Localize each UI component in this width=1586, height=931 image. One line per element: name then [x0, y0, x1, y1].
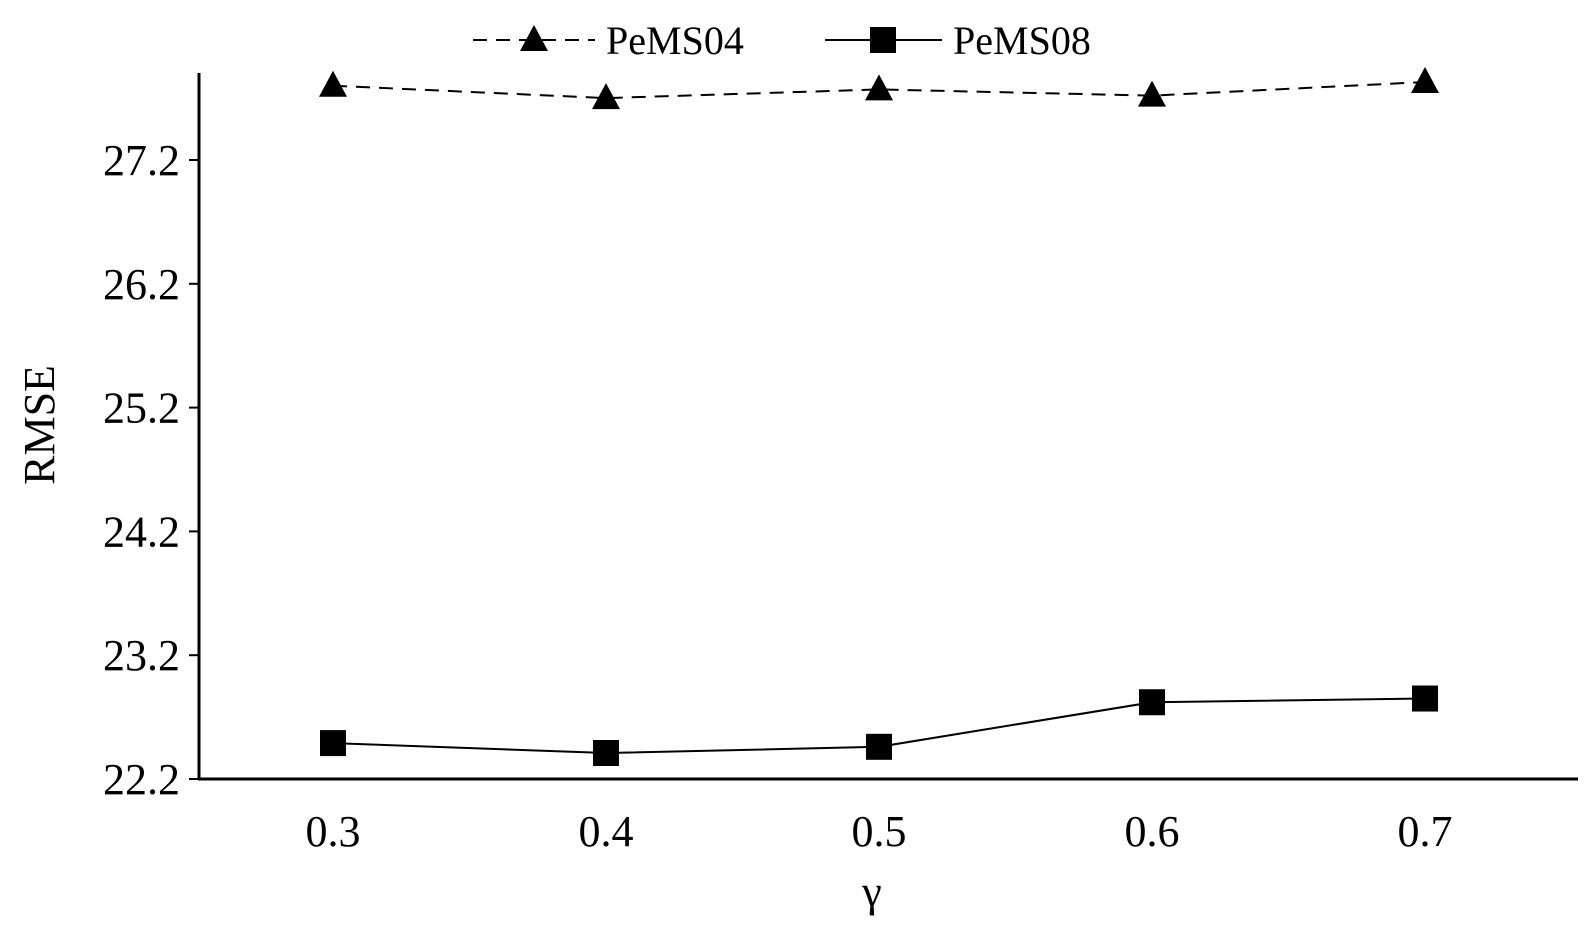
y-tick-label: 25.2: [103, 384, 180, 433]
y-tick-label: 26.2: [103, 260, 180, 309]
data-point-pems08-0.6: [1139, 689, 1165, 716]
x-tick-label: 0.4: [579, 807, 634, 856]
y-tick-label: 23.2: [103, 631, 180, 680]
legend-marker-pems04: [520, 25, 548, 51]
series-markers-pems08: [320, 685, 1438, 767]
data-point-pems08-0.4: [593, 740, 619, 767]
legend-marker-pems08: [870, 27, 896, 53]
series-markers-pems04: [319, 67, 1439, 110]
x-tick-label: 0.7: [1398, 807, 1453, 856]
x-tick-label: 0.6: [1125, 807, 1180, 856]
y-tick: 24.2: [103, 507, 199, 556]
data-point-pems04-0.5: [865, 74, 893, 101]
x-tick-label: 0.5: [852, 807, 907, 856]
y-tick: 26.2: [103, 260, 199, 309]
y-ticks: 22.2 23.2 24.2 25.2 26.2 27.2: [103, 136, 199, 804]
data-point-pems08-0.5: [866, 733, 892, 760]
x-tick-label: 0.3: [306, 807, 361, 856]
series-pems08: [320, 685, 1438, 767]
data-point-pems08-0.7: [1412, 685, 1438, 712]
y-tick-label: 27.2: [103, 136, 180, 185]
data-point-pems04-0.3: [319, 70, 347, 97]
x-axis-title: γ: [861, 867, 881, 916]
data-point-pems04-0.4: [592, 83, 620, 110]
x-ticks: 0.3 0.4 0.5 0.6 0.7: [306, 807, 1453, 856]
y-tick-label: 22.2: [103, 755, 180, 804]
legend-label-pems08: PeMS08: [953, 18, 1091, 63]
y-tick: 27.2: [103, 136, 199, 185]
legend-label-pems04: PeMS04: [606, 18, 744, 63]
y-axis-title: RMSE: [15, 365, 64, 485]
data-point-pems08-0.3: [320, 730, 346, 757]
y-tick-label: 24.2: [103, 507, 180, 556]
legend: PeMS04 PeMS08: [473, 18, 1091, 63]
data-point-pems04-0.6: [1138, 80, 1166, 107]
y-tick: 25.2: [103, 384, 199, 433]
y-tick: 22.2: [103, 755, 199, 804]
data-point-pems04-0.7: [1411, 67, 1439, 94]
axes: [197, 73, 1578, 781]
y-tick: 23.2: [103, 631, 199, 680]
series-line-pems04: [332, 81, 1426, 100]
series-pems04: [319, 67, 1439, 110]
